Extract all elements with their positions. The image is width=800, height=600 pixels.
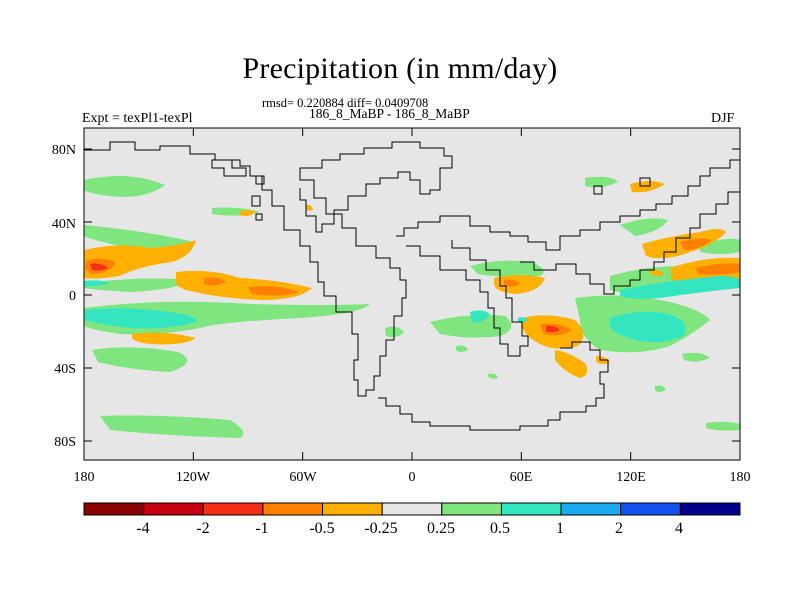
continent-outline-australia <box>378 341 609 431</box>
anomaly-region <box>696 263 740 275</box>
anomaly-region <box>204 277 226 286</box>
runs-line: 186_8_MaBP - 186_8_MaBP <box>309 106 470 121</box>
anomaly-region <box>84 176 165 197</box>
anomaly-region <box>620 218 668 236</box>
island-outline <box>255 213 263 221</box>
colorbar-label: -4 <box>136 520 149 537</box>
anomaly-region <box>488 373 498 379</box>
anomaly-region <box>470 260 544 277</box>
anomaly-region <box>248 286 300 296</box>
anomaly-region <box>456 345 468 352</box>
island-outline <box>593 185 603 195</box>
colorbar-label: -0.25 <box>364 520 397 537</box>
anomaly-region <box>650 269 664 276</box>
x-tick-label: 60E <box>510 470 533 485</box>
island-outline <box>255 175 265 185</box>
anomaly-region <box>132 332 196 345</box>
colorbar-label: 2 <box>615 520 623 537</box>
x-tick-label: 180 <box>730 470 751 485</box>
colorbar-label: 0.5 <box>490 520 510 537</box>
x-tick-label: 120W <box>176 470 211 485</box>
anomaly-region <box>655 385 666 392</box>
anomaly-region <box>84 240 196 279</box>
continent-outline-asia-south <box>520 191 740 295</box>
colorbar-label: -2 <box>196 520 209 537</box>
anomaly-region <box>84 278 195 292</box>
continent-outline-africa <box>406 240 529 357</box>
plot-title: Precipitation (in mm/day) <box>242 52 558 85</box>
anomaly-region <box>84 280 110 287</box>
anomaly-region <box>546 325 560 333</box>
anomaly-region <box>504 279 520 287</box>
island-outline <box>251 195 261 207</box>
colorbar-box <box>262 502 324 516</box>
y-tick-label: 40S <box>54 362 76 377</box>
anomaly-region <box>100 415 244 438</box>
colorbar <box>83 502 741 516</box>
stats-line: rmsd= 0.220884 diff= 0.0409708 <box>262 96 429 110</box>
colorbar-box <box>441 502 502 516</box>
anomaly-region <box>84 308 197 329</box>
colorbar-label: 4 <box>675 520 683 537</box>
colorbar-box <box>620 502 681 516</box>
experiment-label: Expt = texPl1-texPl <box>82 111 193 126</box>
island-outline <box>639 177 651 187</box>
x-tick-label: 60W <box>289 470 317 485</box>
y-tick-marks <box>84 148 740 442</box>
anomaly-region <box>630 181 665 193</box>
anomaly-region <box>430 314 512 338</box>
anomaly-region <box>84 225 195 249</box>
anomaly-region <box>620 276 740 299</box>
island-outline-greenland <box>211 159 247 177</box>
x-tick-label: 180 <box>74 470 95 485</box>
y-tick-label: 80S <box>54 435 76 450</box>
coastline-contours <box>84 141 740 431</box>
x-tick-label: 0 <box>409 470 416 485</box>
anomaly-region <box>306 204 313 211</box>
anomaly-region <box>610 311 686 343</box>
anomaly-region <box>90 263 108 271</box>
colorbar-box <box>381 502 443 516</box>
anomaly-region <box>682 352 710 362</box>
anomaly-region <box>706 421 740 431</box>
y-tick-label: 0 <box>69 289 76 304</box>
continent-outline-americas <box>84 141 453 397</box>
season-label: DJF <box>711 111 735 126</box>
x-tick-marks <box>83 128 741 460</box>
colorbar-box <box>322 502 383 516</box>
colorbar-label: -1 <box>255 520 268 537</box>
colorbar-box <box>202 502 264 516</box>
colorbar-box <box>143 502 204 516</box>
y-tick-label: 80N <box>52 143 76 158</box>
colorbar-box <box>679 502 741 516</box>
anomaly-region <box>470 310 490 323</box>
anomaly-region <box>240 210 256 216</box>
anomaly-region <box>680 238 712 250</box>
colorbar-label: -0.5 <box>309 520 334 537</box>
anomaly-region <box>518 317 528 323</box>
colorbar-box <box>560 502 622 516</box>
continent-outline-afroeurasia <box>396 159 740 251</box>
x-tick-label: 120E <box>616 470 646 485</box>
colorbar-box <box>500 502 562 516</box>
colorbar-label: 0.25 <box>427 520 455 537</box>
anomaly-shading <box>84 176 740 438</box>
anomaly-region <box>555 350 588 378</box>
colorbar-box <box>83 502 145 516</box>
anomaly-region <box>585 176 618 188</box>
y-tick-label: 40N <box>52 217 76 232</box>
anomaly-region <box>92 347 188 372</box>
colorbar-label: 1 <box>556 520 564 537</box>
